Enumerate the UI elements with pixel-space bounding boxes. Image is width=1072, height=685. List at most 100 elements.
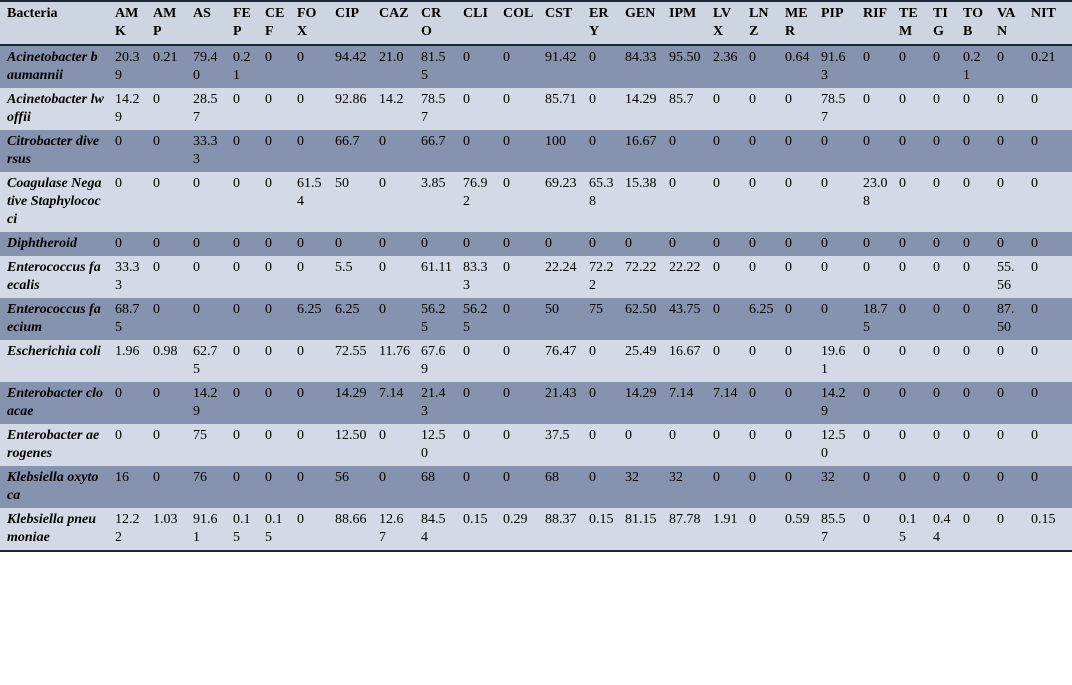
value-cell-rif: 0 xyxy=(863,236,870,251)
value-cell-cst: 69.23 xyxy=(545,176,577,191)
table-row: Enterococcus faecalis 33.33 0 0 0 0 0 5.5 0 61.11… xyxy=(0,256,1072,298)
value-cell-col: 0 xyxy=(503,236,510,251)
value-cell-tig: 0 xyxy=(933,236,940,251)
value-cell-rif: 0 xyxy=(863,512,870,527)
value-cell-pip: 0 xyxy=(821,134,828,149)
value-cell-cro: 61.11 xyxy=(421,260,452,275)
value-cell-cip: 12.50 xyxy=(335,428,367,443)
column-header-ipm: IPM xyxy=(664,1,708,46)
value-cell-van: 0 xyxy=(997,386,1004,401)
value-cell-nit: 0 xyxy=(1031,260,1038,275)
value-cell-lvx: 0 xyxy=(713,134,720,149)
value-cell-ipm: 95.50 xyxy=(669,50,701,65)
value-cell-tob: 0 xyxy=(963,260,970,275)
value-cell-cip: 0 xyxy=(335,236,342,251)
value-cell-tob: 0 xyxy=(963,386,970,401)
value-cell-mer: 0 xyxy=(785,176,792,191)
value-cell-van: 87.50 xyxy=(997,302,1015,335)
value-cell-fox: 0 xyxy=(297,512,304,527)
value-cell-lvx: 0 xyxy=(713,236,720,251)
value-cell-van: 0 xyxy=(997,92,1004,107)
value-cell-cro: 84.54 xyxy=(421,512,446,545)
value-cell-rif: 18.75 xyxy=(863,302,888,335)
value-cell-amk: 16 xyxy=(115,470,129,485)
value-cell-ipm: 0 xyxy=(669,134,676,149)
value-cell-col: 0 xyxy=(503,386,510,401)
value-cell-cli: 76.92 xyxy=(463,176,488,209)
value-cell-lvx: 0 xyxy=(713,302,720,317)
value-cell-cef: 0 xyxy=(265,428,272,443)
column-header-cip: CIP xyxy=(330,1,374,46)
value-cell-cip: 5.5 xyxy=(335,260,353,275)
value-cell-cef: 0 xyxy=(265,344,272,359)
value-cell-ipm: 32 xyxy=(669,470,683,485)
value-cell-caz: 14.2 xyxy=(379,92,404,107)
value-cell-lnz: 6.25 xyxy=(749,302,774,317)
value-cell-amk: 0 xyxy=(115,386,122,401)
value-cell-rif: 0 xyxy=(863,260,870,275)
value-cell-amp: 0.98 xyxy=(153,344,178,359)
value-cell-tob: 0 xyxy=(963,344,970,359)
value-cell-caz: 0 xyxy=(379,302,386,317)
column-header-lvx: LVX xyxy=(708,1,744,46)
value-cell-tig: 0 xyxy=(933,302,940,317)
value-cell-gen: 0 xyxy=(625,428,632,443)
bacteria-name-cell: Acinetobacter baumannii xyxy=(7,50,98,83)
bacteria-name-cell: Enterococcus faecalis xyxy=(7,260,101,293)
value-cell-amk: 68.75 xyxy=(115,302,140,335)
value-cell-mer: 0 xyxy=(785,134,792,149)
value-cell-cef: 0 xyxy=(265,176,272,191)
value-cell-gen: 32 xyxy=(625,470,639,485)
value-cell-cef: 0 xyxy=(265,260,272,275)
value-cell-amk: 0 xyxy=(115,428,122,443)
value-cell-tig: 0 xyxy=(933,92,940,107)
value-cell-ery: 0.15 xyxy=(589,512,614,527)
value-cell-tob: 0 xyxy=(963,470,970,485)
value-cell-tem: 0 xyxy=(899,260,906,275)
value-cell-ery: 0 xyxy=(589,470,596,485)
value-cell-mer: 0 xyxy=(785,236,792,251)
value-cell-fep: 0 xyxy=(233,386,240,401)
value-cell-as: 91.61 xyxy=(193,512,218,545)
value-cell-amp: 0 xyxy=(153,134,160,149)
value-cell-fep: 0.15 xyxy=(233,512,251,545)
value-cell-pip: 19.61 xyxy=(821,344,846,377)
value-cell-cef: 0.15 xyxy=(265,512,283,545)
value-cell-ery: 0 xyxy=(589,92,596,107)
value-cell-rif: 0 xyxy=(863,470,870,485)
column-header-fox: FOX xyxy=(292,1,330,46)
value-cell-rif: 23.08 xyxy=(863,176,888,209)
value-cell-nit: 0 xyxy=(1031,134,1038,149)
value-cell-ipm: 87.78 xyxy=(669,512,701,527)
value-cell-tem: 0.15 xyxy=(899,512,917,545)
value-cell-van: 0 xyxy=(997,344,1004,359)
value-cell-tob: 0 xyxy=(963,428,970,443)
column-header-cli: CLI xyxy=(458,1,498,46)
value-cell-mer: 0.59 xyxy=(785,512,810,527)
value-cell-cro: 12.50 xyxy=(421,428,446,461)
value-cell-as: 75 xyxy=(193,428,207,443)
value-cell-fox: 0 xyxy=(297,236,304,251)
value-cell-cli: 83.33 xyxy=(463,260,488,293)
value-cell-cli: 0 xyxy=(463,92,470,107)
value-cell-amp: 0 xyxy=(153,386,160,401)
value-cell-nit: 0 xyxy=(1031,302,1038,317)
value-cell-cst: 85.71 xyxy=(545,92,577,107)
value-cell-ery: 72.22 xyxy=(589,260,614,293)
value-cell-caz: 0 xyxy=(379,134,386,149)
bacteria-name-cell: Escherichia coli xyxy=(7,344,101,359)
value-cell-cst: 0 xyxy=(545,236,552,251)
value-cell-cst: 37.5 xyxy=(545,428,570,443)
value-cell-ipm: 43.75 xyxy=(669,302,701,317)
bacteria-name-cell: Enterobacter aerogenes xyxy=(7,428,100,461)
value-cell-as: 76 xyxy=(193,470,207,485)
bacteria-name-cell: Citrobacter diversus xyxy=(7,134,100,167)
bacteria-name-cell: Diphtheroid xyxy=(7,236,78,251)
value-cell-cro: 81.55 xyxy=(421,50,446,83)
value-cell-ipm: 22.22 xyxy=(669,260,701,275)
value-cell-rif: 0 xyxy=(863,50,870,65)
value-cell-pip: 0 xyxy=(821,260,828,275)
value-cell-gen: 16.67 xyxy=(625,134,657,149)
value-cell-cst: 21.43 xyxy=(545,386,577,401)
value-cell-gen: 14.29 xyxy=(625,386,657,401)
